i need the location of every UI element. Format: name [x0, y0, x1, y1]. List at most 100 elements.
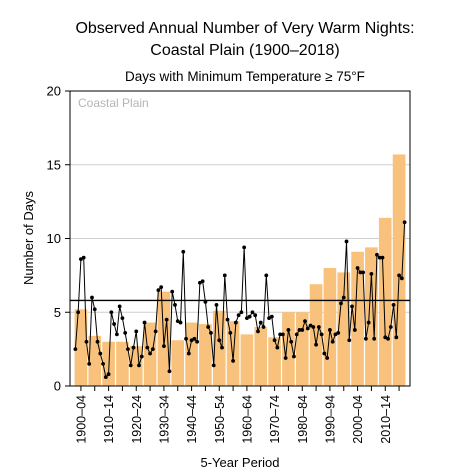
annual-point-1914 [112, 322, 117, 326]
annual-point-1966 [256, 329, 260, 334]
annual-point-1986 [311, 325, 316, 329]
annual-point-1933 [164, 317, 169, 322]
bar-1960–64 [240, 334, 254, 386]
bar-1900–04 [74, 309, 88, 386]
annual-point-1904 [84, 339, 89, 344]
annual-point-2003 [358, 270, 363, 275]
annual-point-1903 [81, 255, 86, 260]
annual-point-1936 [173, 302, 177, 307]
annual-point-1972 [272, 338, 277, 343]
x-tick-label: 1990–94 [323, 395, 337, 444]
annual-point-1964 [250, 310, 255, 315]
annual-point-1992 [328, 328, 332, 332]
annual-point-1990 [322, 351, 327, 356]
bar-2010–14 [378, 217, 392, 386]
annual-point-2018 [399, 276, 404, 281]
annual-line [74, 222, 406, 379]
bar-1965–69 [254, 327, 268, 386]
annual-point-1916 [117, 304, 122, 309]
annual-point-1922 [134, 329, 139, 334]
bar-1985–89 [309, 284, 323, 386]
y-axis-label: Number of Days [21, 191, 36, 285]
annual-point-1918 [123, 331, 128, 335]
annual-point-2019 [402, 220, 407, 225]
x-tick-label: 1970–74 [268, 395, 282, 444]
annual-series [73, 220, 407, 380]
annual-point-1906 [90, 295, 94, 300]
annual-point-1988 [316, 325, 321, 329]
annual-point-1920 [128, 363, 133, 368]
annual-point-1912 [106, 372, 111, 377]
annual-point-1961 [242, 245, 247, 250]
annual-point-1935 [170, 289, 175, 294]
annual-point-1901 [76, 310, 81, 315]
annual-point-2006 [366, 320, 371, 325]
annual-point-1908 [95, 339, 100, 344]
annual-point-1926 [145, 345, 150, 350]
y-axis: 0 5 10 15 20 [47, 84, 70, 394]
annual-point-2005 [363, 336, 368, 341]
annual-point-1963 [247, 314, 252, 319]
inset-label: Coastal Plain [78, 96, 149, 110]
x-axis-label: 5-Year Period [200, 455, 279, 470]
bar-1975–79 [282, 312, 295, 386]
annual-point-1968 [261, 325, 266, 329]
annual-point-1967 [258, 320, 263, 325]
bar-1970–74 [268, 337, 281, 386]
annual-point-1921 [131, 345, 136, 350]
annual-point-1919 [126, 347, 130, 352]
annual-point-1928 [150, 347, 155, 352]
annual-point-1969 [264, 273, 269, 278]
annual-point-1953 [220, 345, 224, 350]
annual-point-1917 [120, 316, 125, 321]
annual-point-1979 [292, 354, 296, 359]
x-tick-label: 1930–34 [157, 395, 171, 444]
x-axis: 1900–04 1910–14 1920–24 1930–34 1940–44 1950–… [74, 386, 400, 444]
annual-point-1947 [203, 300, 208, 304]
x-tick-label: 1960–64 [240, 395, 254, 444]
bar-1915–19 [116, 341, 129, 386]
annual-point-1940 [184, 336, 188, 341]
annual-point-1924 [139, 354, 144, 359]
bar-1905–09 [88, 335, 102, 386]
annual-point-1960 [239, 310, 244, 315]
annual-point-1997 [341, 295, 346, 300]
bar-2000–04 [351, 251, 364, 386]
x-tick-label: 1940–44 [185, 395, 199, 444]
annual-point-1957 [231, 359, 235, 363]
annual-point-2017 [397, 273, 401, 278]
x-tick-label: 1950–54 [213, 395, 227, 444]
annual-point-2007 [369, 272, 374, 276]
annual-point-1944 [195, 339, 200, 344]
annual-point-1925 [142, 320, 147, 325]
annual-point-1982 [300, 328, 305, 332]
bar-1955–59 [226, 321, 240, 386]
bar-1980–84 [295, 312, 309, 386]
y-tick-label: 5 [54, 305, 61, 320]
annual-point-1938 [178, 320, 183, 325]
annual-point-1956 [228, 331, 233, 335]
annual-point-1993 [330, 339, 335, 344]
annual-point-2015 [391, 302, 396, 307]
annual-point-1927 [148, 351, 152, 356]
annual-point-1911 [103, 375, 108, 380]
y-tick-label: 0 [54, 379, 61, 394]
annual-point-1950 [211, 363, 216, 368]
annual-point-2011 [380, 255, 385, 260]
annual-point-1915 [114, 332, 119, 337]
annual-point-1934 [167, 369, 172, 374]
annual-point-1978 [289, 339, 294, 344]
annual-point-2013 [386, 336, 390, 341]
annual-point-1909 [98, 351, 103, 356]
bar-series [74, 154, 406, 386]
annual-point-1971 [269, 314, 274, 319]
annual-point-1987 [314, 342, 318, 347]
annual-point-1955 [225, 317, 230, 322]
annual-point-1905 [87, 361, 92, 366]
chart-subtitle: Days with Minimum Temperature ≥ 75°F [125, 69, 365, 84]
annual-point-1991 [325, 356, 330, 360]
annual-point-1948 [206, 325, 211, 329]
annual-point-1952 [217, 338, 222, 343]
annual-point-1965 [253, 313, 258, 318]
